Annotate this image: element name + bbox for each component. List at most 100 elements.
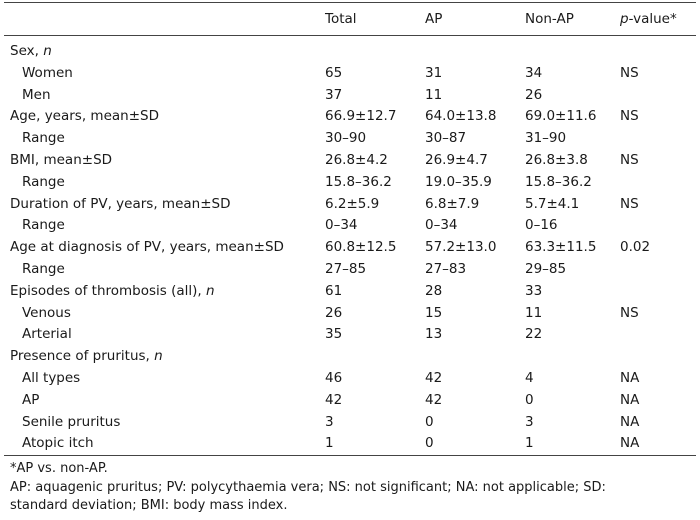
table-row: All types 46 42 4 NA bbox=[0, 368, 700, 390]
row-label: Venous bbox=[22, 304, 71, 321]
row-label: Senile pruritus bbox=[22, 413, 121, 430]
row-label: Atopic itch bbox=[22, 435, 94, 452]
row-label: All types bbox=[22, 370, 81, 386]
row-label: Age at diagnosis of PV, years, mean±SD bbox=[10, 239, 284, 256]
table-row: Range 30–90 30–87 31–90 bbox=[0, 128, 700, 150]
cell-non-ap: 29–85 bbox=[525, 261, 567, 277]
cell-ap: 15 bbox=[425, 304, 443, 321]
row-label: Age, years, mean±SD bbox=[10, 108, 159, 125]
header-p-value: p-value* bbox=[620, 11, 677, 27]
cell-total: 6.2±5.9 bbox=[325, 195, 380, 212]
cell-ap: 28 bbox=[425, 282, 443, 299]
cell-ap: 42 bbox=[425, 391, 443, 408]
cell-ap: 0 bbox=[425, 413, 434, 430]
cell-total: 37 bbox=[325, 86, 343, 103]
cell-non-ap: 63.3±11.5 bbox=[525, 239, 597, 256]
cell-total: 26 bbox=[325, 304, 343, 321]
table-row: Range 0–34 0–34 0–16 bbox=[0, 215, 700, 237]
cell-p-value: NA bbox=[620, 413, 640, 430]
table-row: Age at diagnosis of PV, years, mean±SD 60… bbox=[0, 237, 700, 259]
cell-total: 46 bbox=[325, 370, 343, 386]
footnote-asterisk: *AP vs. non-AP. bbox=[10, 461, 108, 476]
cell-non-ap: 34 bbox=[525, 64, 543, 81]
cell-non-ap: 26 bbox=[525, 86, 543, 103]
table-row: Duration of PV, years, mean±SD 6.2±5.9 6.8… bbox=[0, 194, 700, 216]
cell-ap: 19.0–35.9 bbox=[425, 173, 492, 190]
table-row: Senile pruritus 3 0 3 NA bbox=[0, 412, 700, 434]
cell-total: 1 bbox=[325, 435, 334, 452]
row-label: AP bbox=[22, 391, 40, 408]
footnote-abbreviations-line1: AP: aquagenic pruritus; PV: polycythaemi… bbox=[10, 480, 606, 495]
cell-non-ap: 1 bbox=[525, 435, 534, 452]
table-row: Range 27–85 27–83 29–85 bbox=[0, 259, 700, 281]
table-row: Episodes of thrombosis (all), n 61 28 33 bbox=[0, 281, 700, 303]
cell-p-value: NS bbox=[620, 152, 639, 168]
cell-ap: 13 bbox=[425, 326, 443, 343]
cell-p-value: NA bbox=[620, 435, 640, 452]
cell-non-ap: 26.8±3.8 bbox=[525, 152, 588, 168]
cell-p-value: NS bbox=[620, 195, 639, 212]
cell-p-value: NA bbox=[620, 391, 640, 408]
table-row: Women 65 31 34 NS bbox=[0, 63, 700, 85]
cell-total: 0–34 bbox=[325, 217, 358, 234]
cell-ap: 0–34 bbox=[425, 217, 458, 234]
cell-ap: 64.0±13.8 bbox=[425, 108, 497, 125]
footnote-abbreviations-line2: standard deviation; BMI: body mass index… bbox=[10, 498, 288, 513]
bottom-rule bbox=[4, 455, 696, 456]
table-row: Arterial 35 13 22 bbox=[0, 324, 700, 346]
cell-non-ap: 0 bbox=[525, 391, 534, 408]
row-label: Range bbox=[22, 130, 65, 147]
cell-ap: 6.8±7.9 bbox=[425, 195, 480, 212]
top-rule bbox=[4, 2, 696, 3]
table-row: Age, years, mean±SD 66.9±12.7 64.0±13.8 69.… bbox=[0, 106, 700, 128]
cell-total: 26.8±4.2 bbox=[325, 152, 388, 168]
cell-ap: 30–87 bbox=[425, 130, 467, 147]
row-label: Range bbox=[22, 173, 65, 190]
header-rule bbox=[4, 35, 696, 36]
cell-non-ap: 22 bbox=[525, 326, 543, 343]
header-ap: AP bbox=[425, 11, 443, 27]
cell-non-ap: 69.0±11.6 bbox=[525, 108, 597, 125]
cell-total: 60.8±12.5 bbox=[325, 239, 397, 256]
table-header-row: Total AP Non-AP p-value* bbox=[0, 9, 700, 31]
cell-total: 66.9±12.7 bbox=[325, 108, 397, 125]
cell-non-ap: 5.7±4.1 bbox=[525, 195, 580, 212]
cell-non-ap: 33 bbox=[525, 282, 543, 299]
header-non-ap: Non-AP bbox=[525, 11, 574, 27]
cell-p-value: 0.02 bbox=[620, 239, 651, 256]
row-label: Presence of pruritus, n bbox=[10, 348, 163, 365]
table-row: Presence of pruritus, n bbox=[0, 346, 700, 368]
row-label: Sex, n bbox=[10, 43, 52, 59]
row-label: Arterial bbox=[22, 326, 72, 343]
cell-ap: 31 bbox=[425, 64, 443, 81]
cell-non-ap: 15.8–36.2 bbox=[525, 173, 592, 190]
cell-non-ap: 3 bbox=[525, 413, 534, 430]
cell-ap: 27–83 bbox=[425, 261, 467, 277]
table-row: Range 15.8–36.2 19.0–35.9 15.8–36.2 bbox=[0, 172, 700, 194]
cell-non-ap: 4 bbox=[525, 370, 534, 386]
cell-non-ap: 31–90 bbox=[525, 130, 567, 147]
cell-ap: 57.2±13.0 bbox=[425, 239, 497, 256]
cell-ap: 42 bbox=[425, 370, 443, 386]
table-row: Venous 26 15 11 NS bbox=[0, 303, 700, 325]
cell-ap: 11 bbox=[425, 86, 443, 103]
table-row: Atopic itch 1 0 1 NA bbox=[0, 433, 700, 455]
cell-non-ap: 0–16 bbox=[525, 217, 558, 234]
cell-total: 61 bbox=[325, 282, 343, 299]
cell-ap: 26.9±4.7 bbox=[425, 152, 488, 168]
row-label: Range bbox=[22, 261, 65, 277]
header-total: Total bbox=[325, 11, 357, 27]
table-row: BMI, mean±SD 26.8±4.2 26.9±4.7 26.8±3.8 NS bbox=[0, 150, 700, 172]
cell-total: 42 bbox=[325, 391, 343, 408]
table-row: AP 42 42 0 NA bbox=[0, 390, 700, 412]
cell-total: 15.8–36.2 bbox=[325, 173, 392, 190]
cell-total: 30–90 bbox=[325, 130, 367, 147]
cell-p-value: NS bbox=[620, 108, 639, 125]
row-label: Range bbox=[22, 217, 65, 234]
row-label: BMI, mean±SD bbox=[10, 152, 113, 168]
cell-p-value: NA bbox=[620, 370, 640, 386]
cell-ap: 0 bbox=[425, 435, 434, 452]
cell-total: 35 bbox=[325, 326, 343, 343]
cell-p-value: NS bbox=[620, 64, 639, 81]
cell-total: 27–85 bbox=[325, 261, 367, 277]
